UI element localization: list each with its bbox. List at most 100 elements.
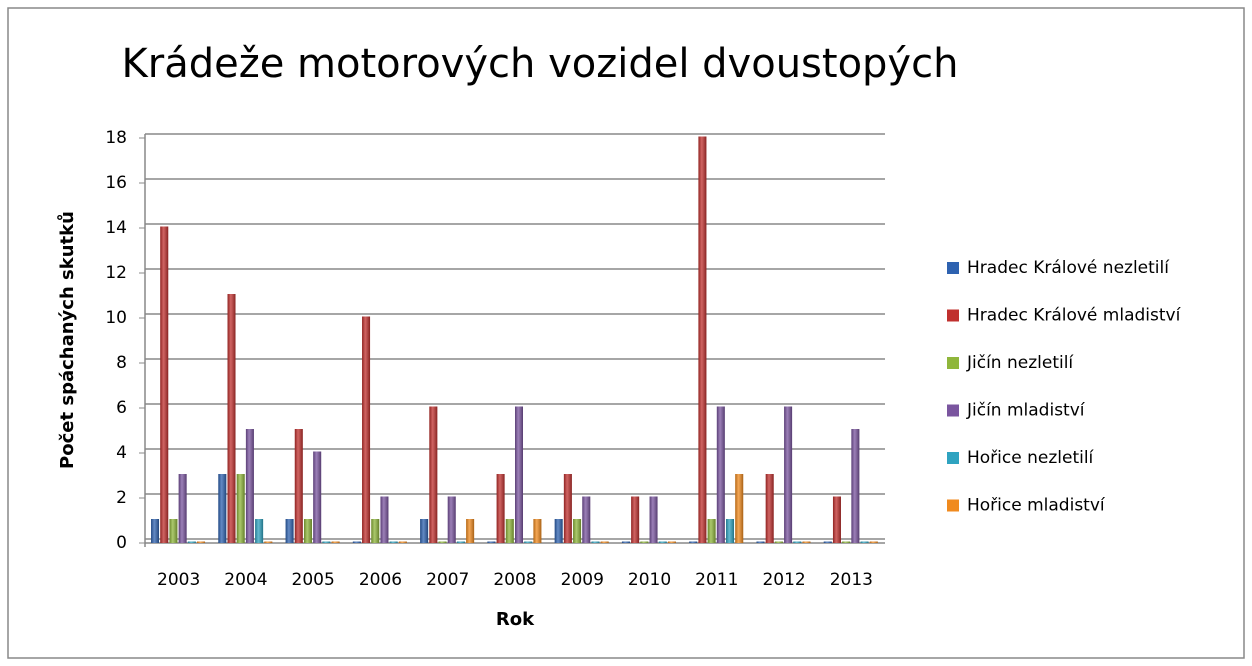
bar-shade	[860, 541, 869, 543]
x-axis-title: Rok	[496, 609, 535, 630]
bar-shade	[515, 406, 523, 543]
x-tick-label: 2004	[224, 570, 267, 590]
legend-label: Hradec Králové mladiství	[967, 306, 1182, 326]
bar-shade	[667, 541, 676, 543]
y-tick-label: 10	[105, 308, 127, 328]
y-tick-label: 16	[105, 173, 127, 193]
bar-shade	[505, 519, 514, 543]
bar-shade	[389, 541, 398, 543]
bar-shade	[227, 294, 236, 543]
bar-shade	[591, 541, 600, 543]
bar-shade	[756, 541, 765, 543]
bar-shade	[573, 519, 582, 543]
bar-shade	[726, 519, 735, 543]
bar-shade	[285, 519, 294, 543]
bar-shade	[160, 226, 169, 543]
x-tick-label: 2003	[157, 570, 200, 590]
bar-shade	[524, 541, 533, 543]
bar-shade	[456, 541, 465, 543]
legend-swatch	[947, 452, 959, 464]
y-tick-label: 2	[116, 488, 127, 508]
x-tick-label: 2010	[628, 570, 671, 590]
legend-label: Hořice mladiství	[967, 496, 1106, 516]
y-tick-label: 0	[116, 533, 127, 553]
bar-shade	[765, 474, 774, 543]
bar-shade	[631, 496, 640, 543]
bar-shade	[420, 519, 429, 543]
bar-shade	[466, 519, 475, 543]
bar-shade	[322, 541, 331, 543]
bar-shade	[793, 541, 802, 543]
bar-shade	[533, 519, 542, 543]
bar-shade	[600, 541, 609, 543]
x-tick-label: 2005	[292, 570, 335, 590]
legend-swatch	[947, 404, 959, 417]
y-tick-label: 18	[105, 128, 127, 148]
bar-shade	[151, 519, 160, 543]
bar-shade	[554, 519, 563, 543]
bar-shade	[352, 541, 361, 543]
bar-shade	[187, 541, 196, 543]
bar-shade	[698, 136, 707, 543]
bar-shade	[438, 541, 447, 543]
x-tick-label: 2012	[762, 570, 805, 590]
bar-shade	[802, 541, 811, 543]
y-tick-label: 6	[116, 398, 127, 418]
bar-shade	[429, 406, 438, 543]
chart-border	[7, 7, 1245, 659]
y-tick-label: 14	[105, 218, 127, 238]
bar-shade	[707, 519, 716, 543]
bar-shade	[331, 541, 340, 543]
legend-label: Hradec Králové nezletilí	[967, 258, 1170, 278]
legend-label: Jičín nezletilí	[966, 353, 1074, 373]
bar-shade	[294, 429, 303, 543]
legend-swatch	[947, 357, 959, 369]
bar-shade	[255, 519, 264, 543]
bar-shade	[496, 474, 505, 543]
bar-shade	[823, 541, 832, 543]
legend-swatch	[947, 309, 959, 322]
bar-shade	[236, 474, 245, 543]
y-axis-title: Počet spáchaných skutků	[56, 211, 78, 469]
bar-shade	[842, 541, 851, 543]
y-tick-label: 4	[116, 443, 127, 463]
bar-shade	[313, 451, 322, 543]
y-tick-label: 8	[116, 353, 127, 373]
bar-shade	[178, 474, 187, 543]
bar-shade	[640, 541, 649, 543]
bar-shade	[735, 474, 744, 543]
bar-shade	[487, 541, 496, 543]
bar-shade	[218, 474, 227, 543]
x-tick-label: 2009	[561, 570, 604, 590]
bar-shade	[303, 519, 312, 543]
bar-shade	[371, 519, 380, 543]
bar-shade	[621, 541, 630, 543]
bar-shade	[649, 496, 658, 543]
bar-shade	[264, 541, 273, 543]
bar-shade	[851, 429, 860, 543]
x-tick-label: 2011	[695, 570, 738, 590]
bar-shade	[582, 496, 591, 543]
legend-label: Hořice nezletilí	[967, 448, 1095, 468]
x-tick-label: 2008	[493, 570, 536, 590]
bar-shade	[245, 429, 254, 543]
bar-shade	[716, 406, 725, 543]
bar-shade	[832, 496, 841, 543]
x-tick-label: 2006	[359, 570, 402, 590]
bar-shade	[689, 541, 698, 543]
chart-title: Krádeže motorových vozidel dvoustopých	[122, 41, 959, 87]
x-tick-label: 2007	[426, 570, 469, 590]
legend-swatch	[947, 499, 959, 512]
bar-shade	[362, 316, 371, 543]
x-tick-label: 2013	[830, 570, 873, 590]
legend-label: Jičín mladiství	[966, 401, 1086, 421]
bar-shade	[169, 519, 178, 543]
bar-shade	[869, 541, 878, 543]
bar-shade	[447, 496, 456, 543]
y-tick-label: 12	[105, 263, 127, 283]
legend-swatch	[947, 262, 959, 274]
bar-shade	[774, 541, 783, 543]
bar-shade	[563, 474, 572, 543]
bar-shade	[784, 406, 793, 543]
